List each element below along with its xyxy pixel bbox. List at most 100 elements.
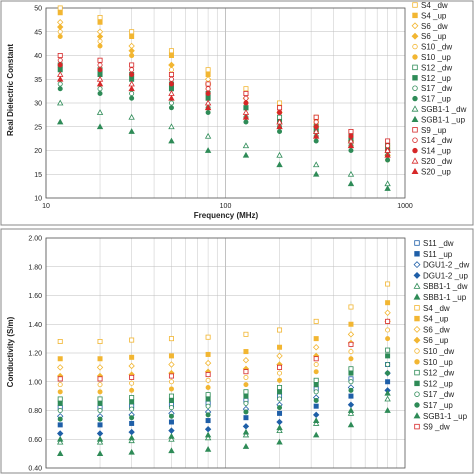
data-point [277, 327, 283, 333]
data-point [313, 377, 319, 383]
data-point [204, 431, 212, 438]
data-point [385, 347, 391, 353]
data-point [57, 34, 63, 40]
legend-marker [411, 32, 419, 40]
data-point [384, 395, 391, 402]
y-tick-label: 0.40 [28, 466, 42, 473]
data-point [313, 119, 319, 125]
data-point [204, 359, 212, 367]
data-point [276, 161, 283, 168]
legend-entry: S12 _dw [421, 63, 452, 72]
legend-entry: S6 _dw [421, 22, 448, 31]
data-point [277, 396, 283, 402]
data-point [57, 338, 63, 344]
data-point [97, 91, 103, 97]
y-tick-label: 0.80 [28, 408, 42, 415]
data-point [242, 356, 250, 364]
data-point [97, 338, 103, 344]
data-point [384, 309, 391, 316]
data-point [313, 356, 319, 362]
data-point [57, 57, 63, 63]
data-point [205, 351, 211, 357]
data-point [57, 416, 63, 422]
data-point [277, 105, 283, 111]
legend-marker [412, 147, 418, 154]
data-point [205, 412, 211, 418]
legend-entry: S10 _dw [421, 43, 452, 52]
data-point [276, 438, 283, 445]
y-tick-label: 20 [34, 148, 42, 155]
data-point [168, 361, 175, 368]
legend-entry: S10 _up [423, 358, 453, 367]
data-point [205, 334, 211, 340]
legend-entry: SBB1-1 _up [423, 293, 467, 302]
data-point [384, 407, 391, 413]
data-point [313, 397, 319, 403]
data-point [97, 407, 103, 413]
data-point [242, 428, 250, 435]
data-point [97, 422, 103, 428]
y-tick-label: 1.00 [28, 379, 42, 386]
legend-entry: SGB1-1 _up [423, 412, 468, 421]
legend-entry: DGU1-2 _up [423, 271, 468, 280]
legend-marker [414, 315, 420, 322]
data-point [57, 10, 63, 16]
data-point [243, 349, 249, 355]
legend-entry: S6 _up [423, 336, 449, 345]
legend-marker [412, 127, 418, 133]
legend-marker [412, 95, 418, 102]
data-point [385, 379, 391, 385]
data-point [205, 377, 211, 383]
data-point [347, 421, 355, 428]
data-point [243, 389, 249, 395]
data-point [277, 389, 283, 395]
data-point [129, 95, 135, 101]
data-point [168, 393, 174, 399]
data-point [97, 19, 103, 25]
data-point [57, 407, 63, 413]
data-point [97, 416, 103, 422]
data-point [129, 406, 135, 412]
data-point [277, 410, 283, 416]
legend-entry: S9 _dw [423, 423, 450, 432]
data-point [313, 403, 319, 409]
data-point [347, 180, 355, 187]
data-point [97, 356, 103, 362]
data-point [277, 110, 283, 116]
legend-entry: DGU1-2 _dw [423, 261, 469, 270]
legend-entry: S12 _up [421, 74, 451, 83]
data-point [385, 300, 391, 306]
data-point [348, 370, 354, 376]
data-point [97, 43, 103, 49]
data-point [276, 427, 283, 434]
legend-marker [412, 12, 418, 19]
data-point [205, 392, 211, 398]
data-point [129, 387, 135, 393]
data-point [128, 362, 135, 370]
data-point [57, 396, 63, 402]
data-point [168, 419, 174, 425]
data-point [168, 53, 174, 59]
data-point [312, 420, 320, 426]
data-point [243, 86, 249, 92]
data-point [243, 415, 249, 421]
x-tick-labels: 10 100 1000 [42, 203, 413, 210]
chart-frame [0, 228, 474, 474]
data-point [243, 369, 249, 375]
data-point [97, 376, 103, 382]
data-point [168, 100, 174, 106]
data-point [205, 86, 211, 92]
data-point [205, 403, 211, 409]
legend-entry: S4 _dw [421, 1, 448, 10]
data-point [243, 95, 249, 101]
data-point [276, 424, 283, 431]
data-point [129, 53, 135, 59]
data-point [168, 373, 174, 379]
y-tick-label: 30 [34, 101, 42, 108]
data-point [277, 344, 283, 350]
data-point [57, 438, 64, 445]
data-point [312, 161, 320, 168]
legend-marker [414, 305, 420, 311]
data-point [348, 147, 354, 153]
data-point [97, 86, 103, 92]
